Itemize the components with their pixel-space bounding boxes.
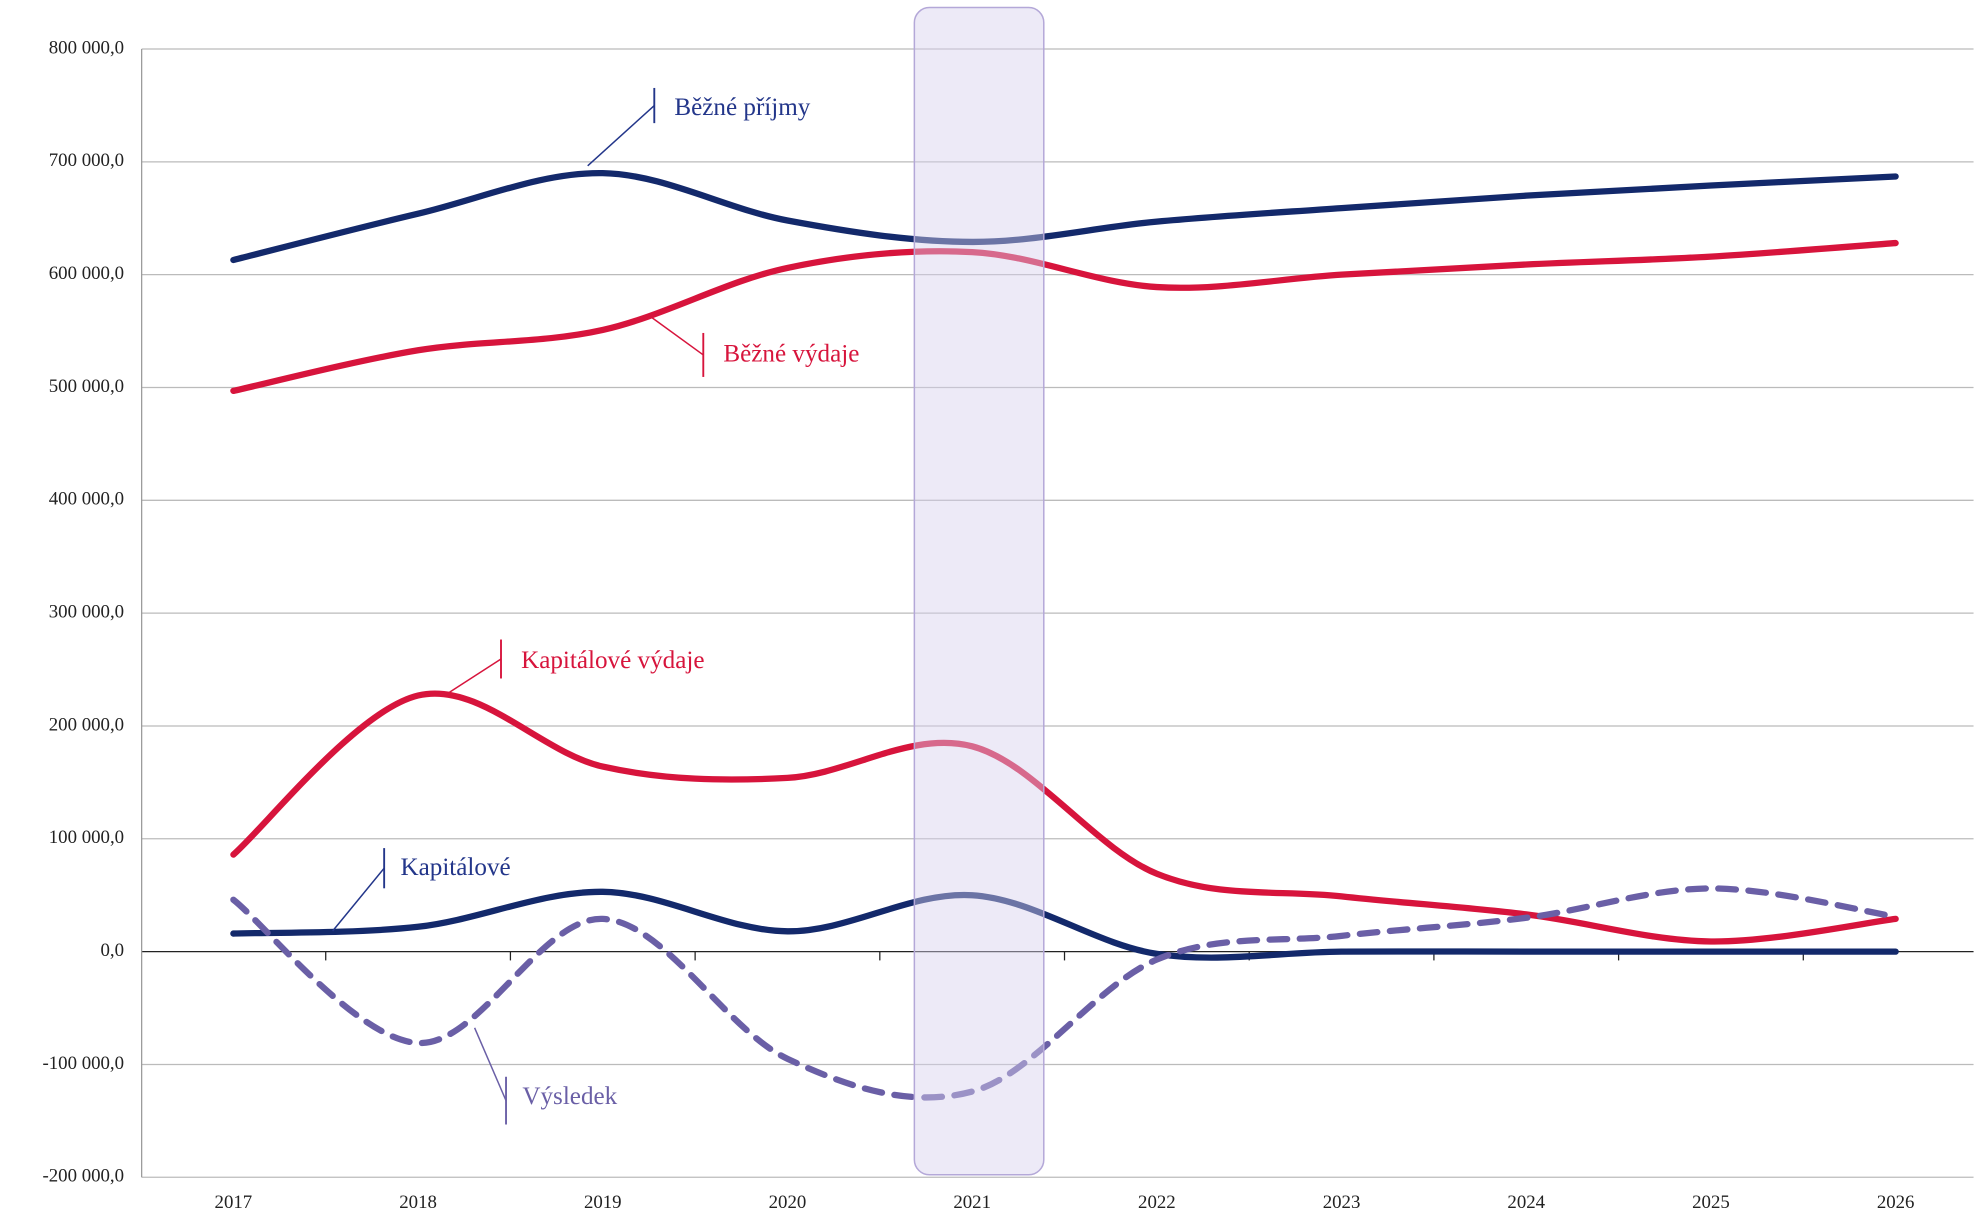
highlight-band xyxy=(913,6,1045,1176)
y-tick-label: 100 000,0 xyxy=(49,827,124,848)
leader-line xyxy=(449,658,502,693)
series-label: Výsledek xyxy=(522,1083,617,1110)
x-tick-label: 2017 xyxy=(215,1192,253,1213)
x-tick-label: 2021 xyxy=(953,1192,991,1213)
series-line xyxy=(230,169,1899,264)
x-tick-label: 2026 xyxy=(1877,1192,1915,1213)
y-tick-label: 0,0 xyxy=(101,940,125,961)
x-tick-label: 2024 xyxy=(1507,1192,1545,1213)
leader-line xyxy=(332,867,385,932)
series-line xyxy=(230,885,1899,1101)
leader-line xyxy=(650,316,704,356)
y-tick-label: 300 000,0 xyxy=(49,601,124,622)
x-tick-label: 2025 xyxy=(1692,1192,1730,1213)
series-label: Kapitálové xyxy=(400,854,510,881)
x-tick-label: 2020 xyxy=(769,1192,807,1213)
leader-line xyxy=(587,104,655,167)
leader-line xyxy=(473,1027,507,1101)
x-tick-label: 2023 xyxy=(1323,1192,1361,1213)
y-tick-label: 600 000,0 xyxy=(49,263,124,284)
x-tick-label: 2018 xyxy=(399,1192,437,1213)
y-tick-label: 700 000,0 xyxy=(49,150,124,171)
series-line xyxy=(230,888,1899,961)
x-tick-label: 2019 xyxy=(584,1192,622,1213)
y-tick-label: -200 000,0 xyxy=(42,1166,124,1187)
y-tick-label: 200 000,0 xyxy=(49,714,124,735)
series-line xyxy=(230,239,1899,395)
y-tick-label: 800 000,0 xyxy=(49,37,124,58)
y-tick-label: -100 000,0 xyxy=(42,1053,124,1074)
series-label: Běžné příjmy xyxy=(674,94,810,121)
y-tick-label: 400 000,0 xyxy=(49,489,124,510)
series-label: Kapitálové výdaje xyxy=(521,647,704,674)
y-tick-label: 500 000,0 xyxy=(49,376,124,397)
x-tick-label: 2022 xyxy=(1138,1192,1176,1213)
series-label: Běžné výdaje xyxy=(723,340,859,367)
series-line xyxy=(230,690,1899,945)
